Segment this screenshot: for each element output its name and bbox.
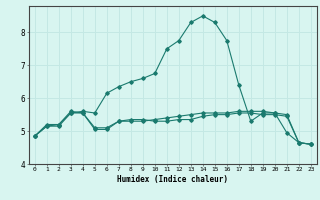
X-axis label: Humidex (Indice chaleur): Humidex (Indice chaleur) (117, 175, 228, 184)
